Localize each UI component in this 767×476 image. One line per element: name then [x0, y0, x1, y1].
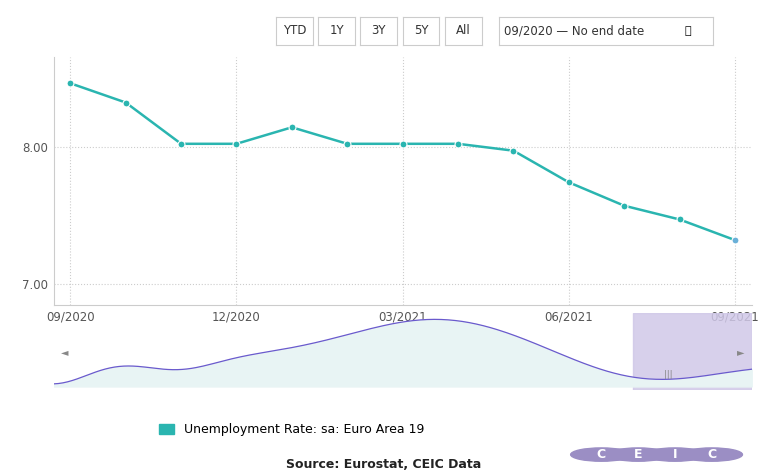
Circle shape	[571, 448, 632, 461]
Text: E: E	[634, 448, 643, 461]
Text: ►: ►	[737, 347, 745, 357]
Text: ◄: ◄	[61, 347, 68, 357]
Text: 5Y: 5Y	[414, 24, 428, 38]
Circle shape	[607, 448, 669, 461]
Legend: Unemployment Rate: sa: Euro Area 19: Unemployment Rate: sa: Euro Area 19	[153, 418, 430, 441]
Text: YTD: YTD	[283, 24, 306, 38]
Text: Source: Eurostat, CEIC Data: Source: Eurostat, CEIC Data	[286, 458, 481, 471]
Text: 1Y: 1Y	[329, 24, 344, 38]
Text: C: C	[597, 448, 606, 461]
Text: |||: |||	[663, 370, 672, 379]
Circle shape	[644, 448, 706, 461]
Text: 09/2020 — No end date: 09/2020 — No end date	[504, 24, 644, 38]
Text: I: I	[673, 448, 677, 461]
Bar	[633, 313, 752, 390]
Text: 📅: 📅	[684, 26, 691, 36]
Text: 3Y: 3Y	[372, 24, 386, 38]
Text: All: All	[456, 24, 471, 38]
Text: C: C	[707, 448, 716, 461]
Circle shape	[681, 448, 742, 461]
